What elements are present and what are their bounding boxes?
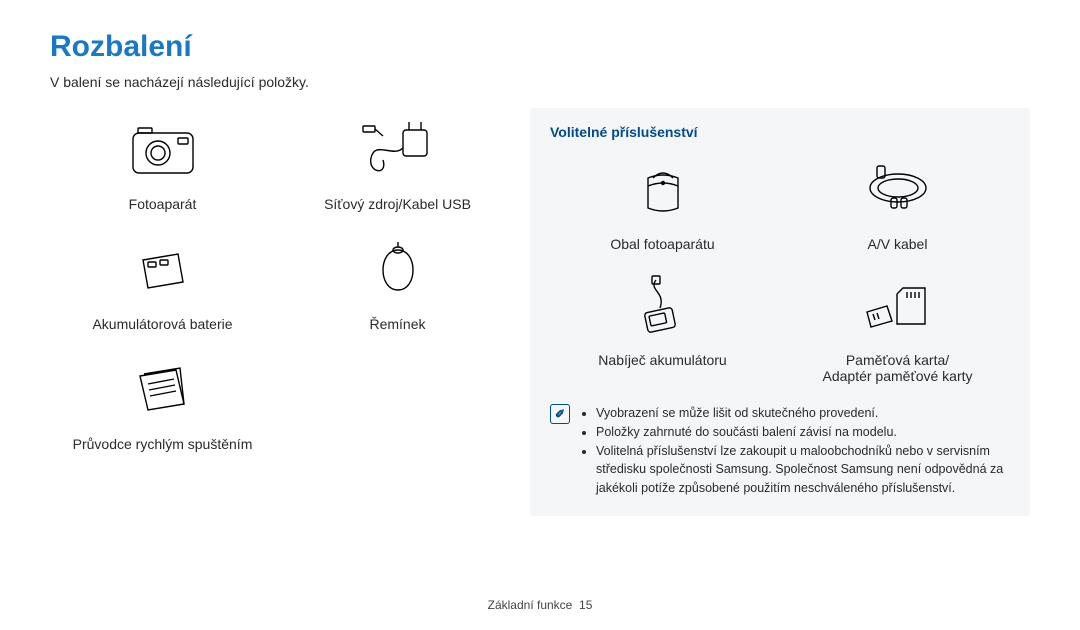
- product-item: Síťový zdroj/Kabel USB: [285, 118, 510, 212]
- item-label: Průvodce rychlým spuštěním: [73, 436, 253, 452]
- product-item: A/V kabel: [785, 158, 1010, 252]
- item-label: A/V kabel: [868, 236, 928, 252]
- note-block: ✐ Vyobrazení se může lišit od skutečného…: [550, 404, 1010, 498]
- product-item: Fotoaparát: [50, 118, 275, 212]
- footer-page: 15: [579, 598, 592, 612]
- sdcard-icon: [853, 274, 943, 344]
- strap-icon: [353, 238, 443, 308]
- item-label: Paměťová karta/ Adaptér paměťové karty: [823, 352, 973, 384]
- avcable-icon: [853, 158, 943, 228]
- note-item: Položky zahrnuté do součásti balení závi…: [596, 423, 1010, 442]
- item-label: Obal fotoaparátu: [610, 236, 714, 252]
- page-footer: Základní funkce 15: [0, 598, 1080, 612]
- included-items-panel: Fotoaparát Síťový zdroj/Kabel USB Akumulát…: [50, 108, 510, 516]
- guide-icon: [118, 358, 208, 428]
- optional-heading: Volitelné příslušenství: [550, 124, 1010, 140]
- product-item: Akumulátorová baterie: [50, 238, 275, 332]
- item-label: Nabíječ akumulátoru: [598, 352, 726, 368]
- charger-icon: [618, 274, 708, 344]
- content-row: Fotoaparát Síťový zdroj/Kabel USB Akumulát…: [50, 108, 1030, 516]
- product-item: Obal fotoaparátu: [550, 158, 775, 252]
- optional-accessories-panel: Volitelné příslušenství Obal fotoaparátu…: [530, 108, 1030, 516]
- item-label: Síťový zdroj/Kabel USB: [324, 196, 471, 212]
- note-icon: ✐: [550, 404, 570, 424]
- page-title: Rozbalení: [50, 30, 1030, 64]
- note-item: Vyobrazení se může lišit od skutečného p…: [596, 404, 1010, 423]
- item-label: Řemínek: [369, 316, 425, 332]
- footer-text: Základní funkce: [488, 598, 573, 612]
- product-item: Paměťová karta/ Adaptér paměťové karty: [785, 274, 1010, 384]
- product-item: Řemínek: [285, 238, 510, 332]
- product-item: Nabíječ akumulátoru: [550, 274, 775, 384]
- adapter-usb-icon: [353, 118, 443, 188]
- camera-icon: [118, 118, 208, 188]
- page-subtitle: V balení se nacházejí následující položk…: [50, 74, 1030, 90]
- battery-icon: [118, 238, 208, 308]
- item-label: Akumulátorová baterie: [92, 316, 232, 332]
- note-item: Volitelná příslušenství lze zakoupit u m…: [596, 442, 1010, 498]
- item-label: Fotoaparát: [129, 196, 197, 212]
- product-item: Průvodce rychlým spuštěním: [50, 358, 275, 452]
- note-list: Vyobrazení se může lišit od skutečného p…: [580, 404, 1010, 498]
- case-icon: [618, 158, 708, 228]
